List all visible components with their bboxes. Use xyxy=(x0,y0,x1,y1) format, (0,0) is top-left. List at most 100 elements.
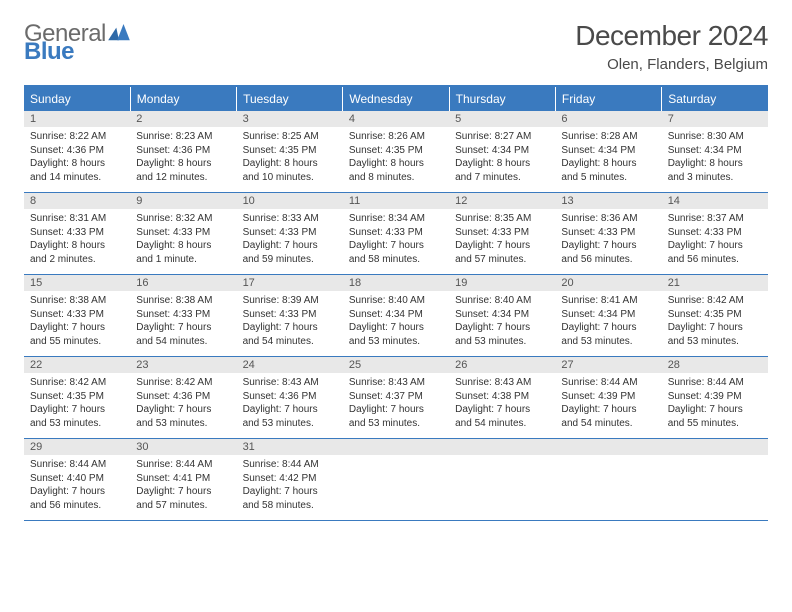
calendar-day-cell: 29Sunrise: 8:44 AMSunset: 4:40 PMDayligh… xyxy=(24,439,130,521)
day-body-empty xyxy=(449,455,555,503)
daylight-text: Daylight: 7 hours and 57 minutes. xyxy=(455,239,549,266)
calendar-day-cell: 31Sunrise: 8:44 AMSunset: 4:42 PMDayligh… xyxy=(237,439,343,521)
daylight-text: Daylight: 8 hours and 7 minutes. xyxy=(455,157,549,184)
weekday-header: Thursday xyxy=(449,86,555,111)
sunset-text: Sunset: 4:42 PM xyxy=(243,472,337,486)
sunset-text: Sunset: 4:33 PM xyxy=(136,226,230,240)
sunrise-text: Sunrise: 8:44 AM xyxy=(243,458,337,472)
day-body: Sunrise: 8:38 AMSunset: 4:33 PMDaylight:… xyxy=(24,291,130,356)
sunrise-text: Sunrise: 8:44 AM xyxy=(30,458,124,472)
calendar-day-cell: 12Sunrise: 8:35 AMSunset: 4:33 PMDayligh… xyxy=(449,193,555,275)
title-block: December 2024 Olen, Flanders, Belgium xyxy=(575,20,768,73)
day-body: Sunrise: 8:44 AMSunset: 4:41 PMDaylight:… xyxy=(130,455,236,520)
day-number: 18 xyxy=(343,275,449,291)
calendar-day-cell: 6Sunrise: 8:28 AMSunset: 4:34 PMDaylight… xyxy=(555,111,661,193)
daylight-text: Daylight: 7 hours and 53 minutes. xyxy=(30,403,124,430)
calendar-day-cell: 16Sunrise: 8:38 AMSunset: 4:33 PMDayligh… xyxy=(130,275,236,357)
sunrise-text: Sunrise: 8:39 AM xyxy=(243,294,337,308)
day-number: 17 xyxy=(237,275,343,291)
day-number: 9 xyxy=(130,193,236,209)
day-number: 8 xyxy=(24,193,130,209)
day-body: Sunrise: 8:43 AMSunset: 4:38 PMDaylight:… xyxy=(449,373,555,438)
day-number: 5 xyxy=(449,111,555,127)
day-body: Sunrise: 8:44 AMSunset: 4:40 PMDaylight:… xyxy=(24,455,130,520)
day-body: Sunrise: 8:32 AMSunset: 4:33 PMDaylight:… xyxy=(130,209,236,274)
day-number: 7 xyxy=(662,111,768,127)
day-number: 29 xyxy=(24,439,130,455)
weekday-header: Tuesday xyxy=(237,86,343,111)
day-body-empty xyxy=(555,455,661,503)
sunset-text: Sunset: 4:33 PM xyxy=(349,226,443,240)
logo-mark-icon xyxy=(108,24,130,42)
calendar-day-cell xyxy=(343,439,449,521)
calendar-day-cell xyxy=(555,439,661,521)
day-number: 23 xyxy=(130,357,236,373)
calendar-body: 1 Sunrise: 8:22 AMSunset: 4:36 PM Daylight… xyxy=(24,111,768,521)
sunset-text: Sunset: 4:35 PM xyxy=(30,390,124,404)
calendar-day-cell: 18Sunrise: 8:40 AMSunset: 4:34 PMDayligh… xyxy=(343,275,449,357)
day-number: 15 xyxy=(24,275,130,291)
day-number: 11 xyxy=(343,193,449,209)
day-number: 24 xyxy=(237,357,343,373)
day-number: 3 xyxy=(237,111,343,127)
day-body: Sunrise: 8:37 AMSunset: 4:33 PMDaylight:… xyxy=(662,209,768,274)
day-body-empty xyxy=(343,455,449,503)
calendar-day-cell: 25Sunrise: 8:43 AMSunset: 4:37 PMDayligh… xyxy=(343,357,449,439)
calendar-week-row: 1 Sunrise: 8:22 AMSunset: 4:36 PM Daylight… xyxy=(24,111,768,193)
day-number: 10 xyxy=(237,193,343,209)
sunrise-text: Sunrise: 8:43 AM xyxy=(455,376,549,390)
weekday-header: Wednesday xyxy=(343,86,449,111)
calendar-page: General December 2024 Olen, Flanders, Be… xyxy=(0,0,792,612)
calendar-day-cell: 28Sunrise: 8:44 AMSunset: 4:39 PMDayligh… xyxy=(662,357,768,439)
sunset-text: Sunset: 4:33 PM xyxy=(243,308,337,322)
weekday-header: Sunday xyxy=(24,86,130,111)
sunset-text: Sunset: 4:37 PM xyxy=(349,390,443,404)
sunset-text: Sunset: 4:36 PM xyxy=(30,144,124,158)
day-number: 19 xyxy=(449,275,555,291)
day-number-empty xyxy=(343,439,449,455)
day-number: 13 xyxy=(555,193,661,209)
day-number-empty xyxy=(449,439,555,455)
sunset-text: Sunset: 4:33 PM xyxy=(561,226,655,240)
day-body: Sunrise: 8:30 AMSunset: 4:34 PMDaylight:… xyxy=(662,127,768,192)
calendar-day-cell: 24Sunrise: 8:43 AMSunset: 4:36 PMDayligh… xyxy=(237,357,343,439)
daylight-text: Daylight: 7 hours and 58 minutes. xyxy=(349,239,443,266)
daylight-text: Daylight: 7 hours and 54 minutes. xyxy=(455,403,549,430)
sunrise-text: Sunrise: 8:38 AM xyxy=(136,294,230,308)
calendar-day-cell: 11Sunrise: 8:34 AMSunset: 4:33 PMDayligh… xyxy=(343,193,449,275)
calendar-day-cell: 27Sunrise: 8:44 AMSunset: 4:39 PMDayligh… xyxy=(555,357,661,439)
day-body: Sunrise: 8:33 AMSunset: 4:33 PMDaylight:… xyxy=(237,209,343,274)
daylight-text: Daylight: 8 hours and 8 minutes. xyxy=(349,157,443,184)
day-body: Sunrise: 8:36 AMSunset: 4:33 PMDaylight:… xyxy=(555,209,661,274)
calendar-day-cell: 2Sunrise: 8:23 AMSunset: 4:36 PMDaylight… xyxy=(130,111,236,193)
sunset-text: Sunset: 4:40 PM xyxy=(30,472,124,486)
sunset-text: Sunset: 4:34 PM xyxy=(349,308,443,322)
day-number: 1 xyxy=(24,111,130,127)
daylight-text: Daylight: 7 hours and 53 minutes. xyxy=(136,403,230,430)
day-body: Sunrise: 8:43 AMSunset: 4:36 PMDaylight:… xyxy=(237,373,343,438)
day-body: Sunrise: 8:40 AMSunset: 4:34 PMDaylight:… xyxy=(343,291,449,356)
sunrise-text: Sunrise: 8:31 AM xyxy=(30,212,124,226)
calendar-day-cell: 8Sunrise: 8:31 AMSunset: 4:33 PMDaylight… xyxy=(24,193,130,275)
day-number: 27 xyxy=(555,357,661,373)
sunset-text: Sunset: 4:35 PM xyxy=(349,144,443,158)
daylight-text: Daylight: 7 hours and 53 minutes. xyxy=(668,321,762,348)
calendar-day-cell: 19Sunrise: 8:40 AMSunset: 4:34 PMDayligh… xyxy=(449,275,555,357)
sunset-text: Sunset: 4:39 PM xyxy=(561,390,655,404)
calendar-week-row: 22Sunrise: 8:42 AMSunset: 4:35 PMDayligh… xyxy=(24,357,768,439)
calendar-day-cell: 13Sunrise: 8:36 AMSunset: 4:33 PMDayligh… xyxy=(555,193,661,275)
sunrise-text: Sunrise: 8:22 AM xyxy=(30,130,124,144)
day-number: 25 xyxy=(343,357,449,373)
day-number-empty xyxy=(555,439,661,455)
day-number: 21 xyxy=(662,275,768,291)
day-body: Sunrise: 8:27 AMSunset: 4:34 PMDaylight:… xyxy=(449,127,555,192)
day-number: 30 xyxy=(130,439,236,455)
daylight-text: Daylight: 8 hours and 3 minutes. xyxy=(668,157,762,184)
day-body: Sunrise: 8:42 AMSunset: 4:35 PMDaylight:… xyxy=(662,291,768,356)
day-body: Sunrise: 8:43 AMSunset: 4:37 PMDaylight:… xyxy=(343,373,449,438)
calendar-day-cell: 20Sunrise: 8:41 AMSunset: 4:34 PMDayligh… xyxy=(555,275,661,357)
sunrise-text: Sunrise: 8:27 AM xyxy=(455,130,549,144)
day-body: Sunrise: 8:42 AMSunset: 4:35 PMDaylight:… xyxy=(24,373,130,438)
daylight-text: Daylight: 7 hours and 55 minutes. xyxy=(30,321,124,348)
sunset-text: Sunset: 4:33 PM xyxy=(30,308,124,322)
